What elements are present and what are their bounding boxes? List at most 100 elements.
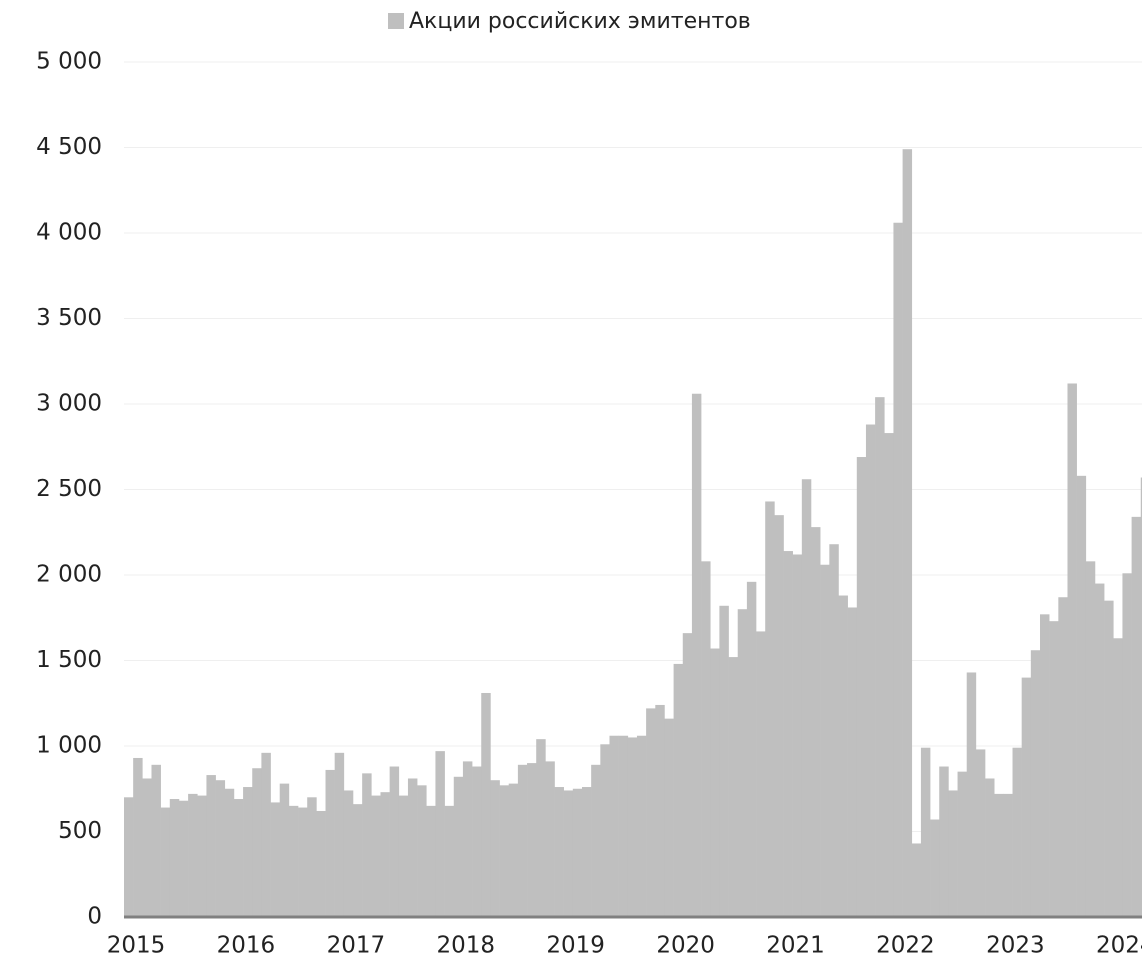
bar	[261, 752, 271, 917]
bar	[279, 783, 290, 917]
bar	[902, 149, 913, 917]
bar	[371, 795, 381, 917]
bar	[820, 564, 830, 917]
x-tick-label: 2016	[217, 933, 276, 959]
y-tick-label: 3 000	[36, 391, 102, 417]
bar	[508, 783, 519, 917]
y-tick-label: 500	[58, 818, 102, 844]
bar	[462, 761, 473, 917]
bar	[316, 810, 326, 917]
bar	[197, 795, 207, 917]
bar	[1104, 600, 1114, 917]
bar	[380, 792, 390, 917]
bar	[563, 790, 574, 917]
bar	[288, 805, 299, 917]
bar	[444, 805, 455, 917]
bar	[1058, 597, 1068, 917]
bar	[884, 433, 894, 917]
bar	[407, 778, 418, 917]
bar	[353, 804, 363, 917]
bar	[1049, 621, 1059, 917]
bar	[774, 515, 784, 917]
bar	[572, 788, 583, 917]
bar	[737, 609, 748, 917]
y-tick-label: 3 500	[36, 305, 102, 331]
bar	[811, 527, 821, 917]
bar	[224, 788, 235, 917]
bar	[481, 692, 491, 917]
bar	[343, 790, 354, 917]
x-tick-label: 2022	[876, 933, 935, 959]
bar	[600, 744, 610, 917]
bar	[243, 787, 253, 917]
bar	[1094, 583, 1105, 917]
bar	[426, 805, 436, 917]
bar	[911, 843, 922, 917]
bar	[472, 766, 482, 917]
x-tick-label: 2017	[327, 933, 386, 959]
bar	[847, 607, 858, 917]
y-tick-label: 2 000	[36, 562, 102, 588]
bar	[710, 648, 720, 917]
bar	[334, 752, 345, 917]
bar	[417, 785, 427, 917]
bar	[160, 807, 171, 917]
bar	[627, 737, 638, 917]
bar	[1122, 573, 1132, 917]
bar	[1030, 650, 1041, 917]
bar	[664, 718, 674, 917]
y-tick-label: 1 500	[36, 647, 102, 673]
bar	[215, 780, 226, 917]
bar	[545, 761, 555, 917]
bar	[435, 751, 445, 917]
y-tick-label: 4 000	[36, 220, 102, 246]
x-tick-label: 2020	[656, 933, 715, 959]
bar	[985, 778, 995, 917]
bar	[536, 739, 546, 917]
bar	[188, 793, 198, 917]
bar	[966, 672, 977, 917]
bar	[398, 795, 409, 917]
bar	[554, 787, 564, 917]
bar	[701, 561, 711, 917]
bar	[875, 397, 885, 917]
x-tick-label: 2019	[546, 933, 605, 959]
bar	[948, 790, 958, 917]
bar	[865, 424, 876, 917]
bar	[655, 704, 665, 917]
bar	[939, 766, 949, 917]
bar	[994, 793, 1004, 917]
bar	[233, 799, 244, 917]
bar	[719, 605, 729, 917]
y-tick-label: 2 500	[36, 476, 102, 502]
bar	[1113, 638, 1123, 917]
bar	[1012, 747, 1022, 917]
bar	[838, 595, 848, 917]
bar	[307, 797, 317, 917]
legend-label: Акции российских эмитентов	[409, 9, 751, 34]
y-tick-label: 1 000	[36, 733, 102, 759]
x-tick-label: 2021	[766, 933, 825, 959]
bar	[1085, 561, 1096, 917]
bar	[1076, 475, 1087, 917]
bar	[920, 747, 931, 917]
x-tick-label: 2023	[986, 933, 1045, 959]
bar	[151, 764, 161, 917]
bar	[646, 708, 656, 917]
bar	[1021, 677, 1032, 917]
y-tick-label: 5 000	[36, 49, 102, 75]
bar	[636, 735, 647, 917]
bar	[1131, 516, 1142, 917]
bar	[206, 775, 216, 917]
bar	[673, 663, 684, 917]
x-tick-label: 2018	[436, 933, 495, 959]
bar	[792, 554, 803, 917]
bar	[453, 776, 464, 917]
bar	[389, 766, 400, 917]
bar	[893, 222, 903, 918]
bar	[691, 393, 702, 917]
bar	[957, 771, 968, 917]
y-tick-label: 4 500	[36, 134, 102, 160]
bar	[142, 778, 152, 917]
